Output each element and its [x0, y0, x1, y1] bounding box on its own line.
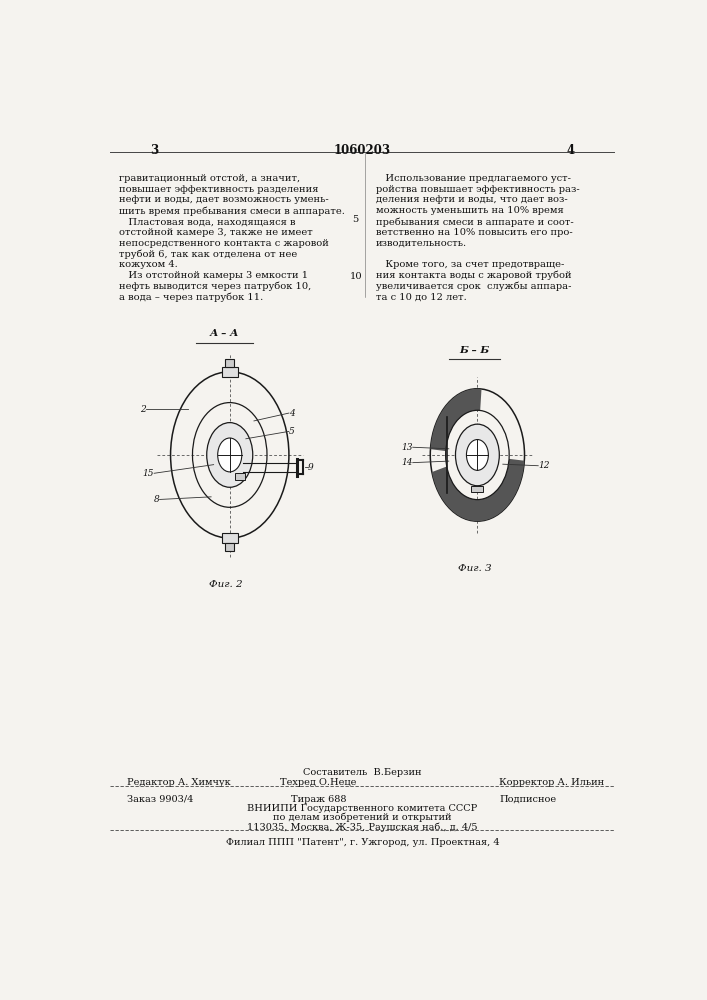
- Text: шить время пребывания смеси в аппарате.: шить время пребывания смеси в аппарате.: [119, 206, 344, 216]
- Text: Пластовая вода, находящаяся в: Пластовая вода, находящаяся в: [119, 217, 295, 226]
- Text: 14: 14: [402, 458, 413, 467]
- Text: 4: 4: [289, 409, 295, 418]
- Text: Тираж 688: Тираж 688: [291, 795, 346, 804]
- Text: непосредственного контакта с жаровой: непосредственного контакта с жаровой: [119, 239, 328, 248]
- Text: по делам изобретений и открытий: по делам изобретений и открытий: [273, 813, 452, 822]
- Text: нефть выводится через патрубок 10,: нефть выводится через патрубок 10,: [119, 282, 311, 291]
- Text: Корректор А. Ильин: Корректор А. Ильин: [499, 778, 604, 787]
- Bar: [221, 367, 238, 377]
- Bar: [221, 533, 238, 543]
- Text: пребывания смеси в аппарате и соот-: пребывания смеси в аппарате и соот-: [376, 217, 574, 227]
- Text: Техред О.Неце: Техред О.Неце: [280, 778, 357, 787]
- Circle shape: [455, 424, 499, 486]
- Text: Редактор А. Химчук: Редактор А. Химчук: [127, 778, 230, 787]
- Text: Б – Б: Б – Б: [460, 346, 490, 355]
- Text: ния контакта воды с жаровой трубой: ния контакта воды с жаровой трубой: [376, 271, 572, 280]
- Bar: [235, 473, 245, 480]
- Text: Филиал ППП "Патент", г. Ужгород, ул. Проектная, 4: Филиал ППП "Патент", г. Ужгород, ул. Про…: [226, 838, 499, 847]
- Text: 3: 3: [150, 144, 158, 157]
- Circle shape: [218, 438, 242, 472]
- Bar: [226, 359, 234, 367]
- Text: 5: 5: [353, 215, 359, 224]
- Text: 2: 2: [140, 405, 146, 414]
- Text: Подписное: Подписное: [499, 795, 556, 804]
- Text: ветственно на 10% повысить его про-: ветственно на 10% повысить его про-: [376, 228, 573, 237]
- Circle shape: [467, 440, 489, 470]
- Polygon shape: [432, 459, 525, 521]
- Text: кожухом 4.: кожухом 4.: [119, 260, 177, 269]
- Text: гравитационный отстой, а значит,: гравитационный отстой, а значит,: [119, 174, 300, 183]
- Text: 5: 5: [289, 427, 295, 436]
- Text: та с 10 до 12 лет.: та с 10 до 12 лет.: [376, 292, 467, 301]
- Text: Фиг. 2: Фиг. 2: [209, 580, 243, 589]
- Text: 1060203: 1060203: [334, 144, 391, 157]
- Text: 9: 9: [308, 463, 314, 472]
- Text: ройства повышает эффективность раз-: ройства повышает эффективность раз-: [376, 185, 580, 194]
- Circle shape: [206, 423, 253, 487]
- Text: изводительность.: изводительность.: [376, 239, 467, 248]
- Text: Заказ 9903/4: Заказ 9903/4: [127, 795, 193, 804]
- Bar: [472, 486, 484, 492]
- Text: Использование предлагаемого уст-: Использование предлагаемого уст-: [376, 174, 571, 183]
- Text: 10: 10: [349, 272, 362, 281]
- Text: 13: 13: [402, 443, 413, 452]
- Text: повышает эффективность разделения: повышает эффективность разделения: [119, 185, 318, 194]
- Text: 4: 4: [566, 144, 575, 157]
- Text: Из отстойной камеры 3 емкости 1: Из отстойной камеры 3 емкости 1: [119, 271, 308, 280]
- Text: увеличивается срок  службы аппара-: увеличивается срок службы аппара-: [376, 282, 571, 291]
- Polygon shape: [431, 389, 481, 451]
- Text: 15: 15: [143, 469, 154, 478]
- Text: 12: 12: [538, 461, 550, 470]
- Text: 113035, Москва, Ж-35, Раушская наб., д. 4/5: 113035, Москва, Ж-35, Раушская наб., д. …: [247, 822, 478, 832]
- Text: трубой 6, так как отделена от нее: трубой 6, так как отделена от нее: [119, 249, 297, 259]
- Text: Кроме того, за счет предотвраще-: Кроме того, за счет предотвраще-: [376, 260, 564, 269]
- Text: А – А: А – А: [209, 329, 239, 338]
- Text: ВНИИПИ Государственного комитета СССР: ВНИИПИ Государственного комитета СССР: [247, 804, 477, 813]
- Text: Составитель  В.Берзин: Составитель В.Берзин: [303, 768, 421, 777]
- Bar: [226, 543, 234, 551]
- Text: Фиг. 3: Фиг. 3: [458, 564, 491, 573]
- Text: деления нефти и воды, что дает воз-: деления нефти и воды, что дает воз-: [376, 195, 568, 204]
- Text: 8: 8: [154, 495, 160, 504]
- Text: нефти и воды, дает возможность умень-: нефти и воды, дает возможность умень-: [119, 195, 328, 204]
- Text: можность уменьшить на 10% время: можность уменьшить на 10% время: [376, 206, 563, 215]
- Text: а вода – через патрубок 11.: а вода – через патрубок 11.: [119, 292, 263, 302]
- Text: отстойной камере 3, также не имеет: отстойной камере 3, также не имеет: [119, 228, 312, 237]
